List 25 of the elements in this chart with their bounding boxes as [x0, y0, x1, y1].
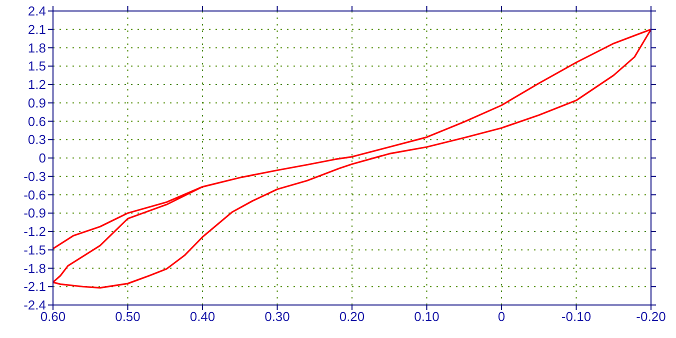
x-tick-label: 0.40: [190, 309, 216, 324]
y-tick-label: 0.6: [28, 114, 46, 129]
y-tick-label: 0.9: [28, 95, 46, 110]
y-tick-label: 1.2: [28, 77, 46, 92]
x-tick-label: 0: [498, 309, 506, 324]
y-tick-label: -1.8: [24, 260, 46, 276]
x-tick-label: 0.30: [264, 309, 290, 324]
y-tick-label: 2.4: [28, 4, 46, 19]
x-tick-label: 0.20: [339, 309, 365, 324]
y-tick-label: 1.5: [28, 58, 46, 74]
y-tick-label: -0.3: [24, 168, 46, 184]
y-tick-label: 1.8: [28, 40, 46, 56]
y-tick-label: -0.6: [24, 187, 46, 202]
y-tick-label: -1.2: [24, 224, 46, 240]
y-tick-label: 0.3: [28, 132, 46, 148]
line-series: [53, 28, 651, 289]
y-tick-label: -1.5: [24, 242, 46, 258]
y-tick-label: -2.1: [24, 279, 46, 294]
y-tick-label: 2.1: [28, 22, 46, 37]
y-tick-label: 0: [38, 150, 46, 166]
x-tick-label: -0.20: [636, 309, 666, 324]
x-tick-label: 0.50: [115, 309, 140, 324]
x-tick-label: -0.10: [561, 309, 592, 324]
x-tick-label: 0.10: [414, 309, 440, 324]
y-tick-label: -0.9: [24, 206, 46, 221]
